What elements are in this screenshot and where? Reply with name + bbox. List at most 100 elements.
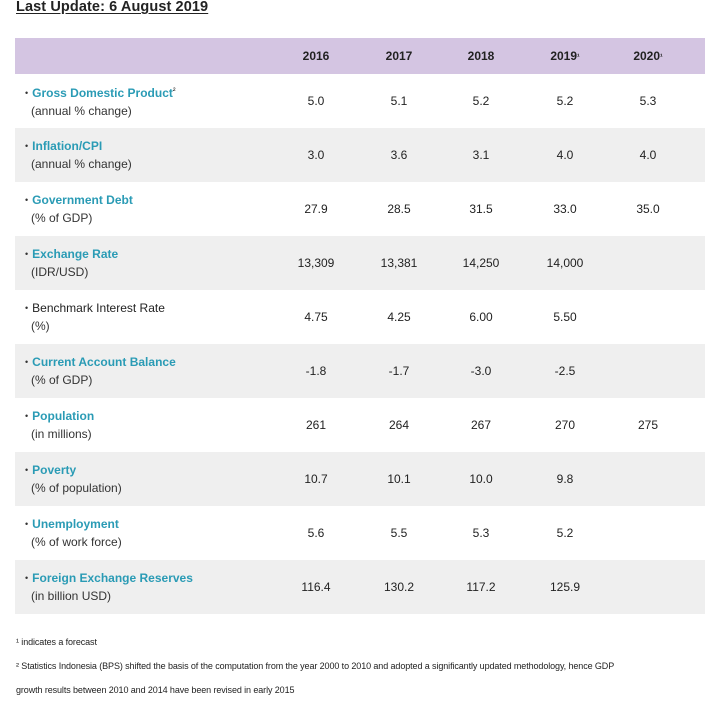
value-cell: 264	[388, 418, 410, 432]
value-cell: 28.5	[387, 202, 411, 216]
indicator-name: Benchmark Interest Rate	[32, 301, 165, 315]
value-cell: 5.6	[307, 526, 325, 540]
indicator-unit: (% of population)	[31, 481, 122, 495]
value-cell: 261	[305, 418, 327, 432]
value-cell	[613, 236, 683, 290]
row-label: • Government Debt (% of GDP)	[25, 182, 133, 236]
value-cell: 5.3	[639, 94, 657, 108]
column-year: 2018	[467, 49, 495, 63]
indicator-unit: (% of GDP)	[31, 373, 93, 387]
footnote-gdp-line-2: growth results between 2010 and 2014 hav…	[16, 685, 295, 695]
indicator-link[interactable]: Inflation/CPI	[32, 139, 103, 153]
indicator-link[interactable]: Current Account Balance	[32, 355, 176, 369]
bullet-icon: •	[25, 411, 29, 421]
column-year: 2017	[385, 49, 413, 63]
forecast-mark: ¹	[577, 51, 580, 61]
column-header-2017: 2017	[364, 38, 434, 74]
bullet-icon: •	[25, 141, 29, 151]
column-header-2016: 2016	[281, 38, 351, 74]
table-row: • Exchange Rate (IDR/USD) 13,309 13,381 14,25…	[15, 236, 705, 290]
indicator-unit: (annual % change)	[31, 104, 132, 118]
value-cell: 3.1	[472, 148, 490, 162]
page-title: Last Update: 6 August 2019	[16, 0, 209, 15]
value-cell: 130.2	[383, 580, 415, 594]
value-cell: 5.2	[556, 94, 574, 108]
value-cell: 14,250	[462, 256, 500, 270]
row-label: • Poverty (% of population)	[25, 452, 122, 506]
row-label: • Exchange Rate (IDR/USD)	[25, 236, 118, 290]
value-cell: 27.9	[304, 202, 328, 216]
bullet-icon: •	[25, 357, 29, 367]
value-cell: 117.2	[466, 580, 496, 594]
indicator-unit: (%)	[31, 319, 50, 333]
value-cell: 270	[554, 418, 576, 432]
value-cell: 5.1	[390, 94, 408, 108]
value-cell: 13,381	[380, 256, 418, 270]
value-cell: 35.0	[636, 202, 660, 216]
indicator-link[interactable]: Exchange Rate	[32, 247, 119, 261]
footnote-mark: ²	[172, 86, 176, 95]
table-row: • Government Debt (% of GDP) 27.9 28.5 31.5 33…	[15, 182, 705, 236]
value-cell: 5.2	[472, 94, 490, 108]
indicator-unit: (in millions)	[31, 427, 92, 441]
table-row: • Foreign Exchange Reserves (in billion US…	[15, 560, 705, 614]
column-year: 2020	[633, 49, 661, 63]
value-cell: 4.0	[639, 148, 657, 162]
value-cell: 4.25	[387, 310, 411, 324]
bullet-icon: •	[25, 249, 29, 259]
value-cell	[613, 290, 683, 344]
value-cell: 10.0	[469, 472, 493, 486]
value-cell: 116.4	[301, 580, 331, 594]
column-header-2020: 2020 ¹	[613, 38, 683, 74]
value-cell: 10.1	[387, 472, 411, 486]
value-cell: 4.0	[556, 148, 574, 162]
value-cell: 14,000	[546, 256, 584, 270]
column-header-2019: 2019 ¹	[530, 38, 600, 74]
value-cell: 13,309	[297, 256, 335, 270]
table-header: 2016 2017 2018 2019 ¹ 2020 ¹	[15, 38, 705, 74]
bullet-icon: •	[25, 88, 29, 98]
value-cell: 5.5	[390, 526, 408, 540]
column-header-2018: 2018	[446, 38, 516, 74]
row-label: • Inflation/CPI (annual % change)	[25, 128, 132, 182]
row-label: • Gross Domestic Product² (annual % change…	[25, 74, 176, 128]
table-row: • Gross Domestic Product² (annual % change…	[15, 74, 705, 128]
indicator-unit: (IDR/USD)	[31, 265, 89, 279]
footnote-forecast: ¹ indicates a forecast	[16, 637, 97, 647]
table-row: • Unemployment (% of work force) 5.6 5.5 5.3 5…	[15, 506, 705, 560]
indicator-link[interactable]: Poverty	[32, 463, 77, 477]
value-cell: 6.00	[469, 310, 493, 324]
indicator-unit: (% of GDP)	[31, 211, 93, 225]
bullet-icon: •	[25, 465, 29, 475]
value-cell: 275	[637, 418, 659, 432]
table-row: • Benchmark Interest Rate (%) 4.75 4.25 6.00 5…	[15, 290, 705, 344]
indicator-link[interactable]: Gross Domestic Product	[32, 86, 173, 100]
indicator-link[interactable]: Foreign Exchange Reserves	[32, 571, 193, 585]
indicator-link[interactable]: Government Debt	[32, 193, 133, 207]
value-cell: 33.0	[553, 202, 577, 216]
value-cell: -1.8	[305, 364, 327, 378]
value-cell: 5.2	[556, 526, 574, 540]
value-cell: -3.0	[470, 364, 492, 378]
value-cell: 267	[470, 418, 492, 432]
economic-indicators-table: 2016 2017 2018 2019 ¹ 2020 ¹ • Gross Domestic P…	[15, 38, 705, 614]
indicator-link[interactable]: Unemployment	[32, 517, 119, 531]
value-cell	[613, 560, 683, 614]
bullet-icon: •	[25, 303, 29, 313]
footnote-gdp-line-1: ² Statistics Indonesia (BPS) shifted the…	[16, 661, 615, 671]
column-year: 2016	[302, 49, 330, 63]
table-row: • Inflation/CPI (annual % change) 3.0 3.6 3.1…	[15, 128, 705, 182]
column-year: 2019	[550, 49, 578, 63]
indicator-unit: (in billion USD)	[31, 589, 112, 603]
table-row: • Poverty (% of population) 10.7 10.1 10.0 9.8	[15, 452, 705, 506]
bullet-icon: •	[25, 195, 29, 205]
value-cell: -2.5	[554, 364, 576, 378]
value-cell	[613, 452, 683, 506]
bullet-icon: •	[25, 519, 29, 529]
value-cell: -1.7	[388, 364, 410, 378]
value-cell: 5.0	[307, 94, 325, 108]
table-body: • Gross Domestic Product² (annual % change…	[15, 74, 705, 614]
indicator-link[interactable]: Population	[32, 409, 95, 423]
bullet-icon: •	[25, 573, 29, 583]
indicator-unit: (% of work force)	[31, 535, 122, 549]
